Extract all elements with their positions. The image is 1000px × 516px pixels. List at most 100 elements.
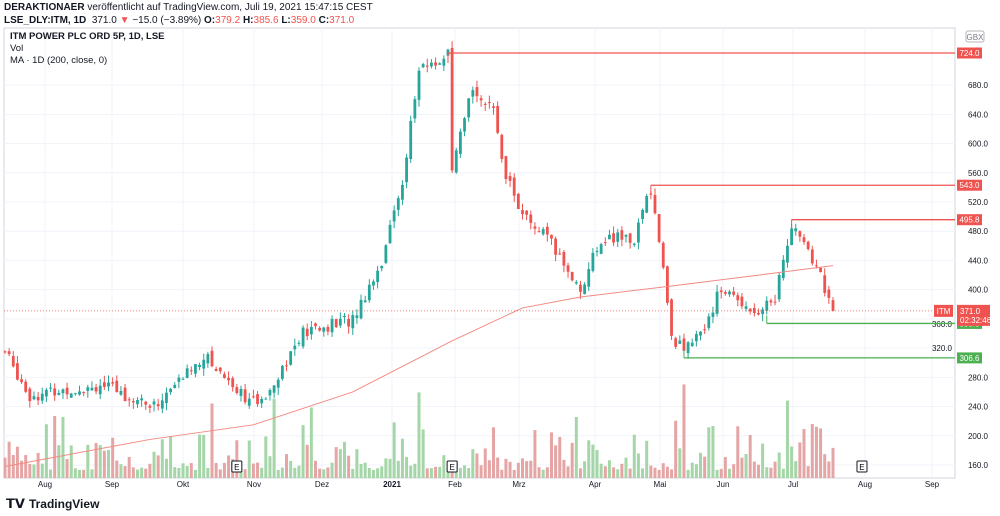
volume-bar — [549, 432, 553, 478]
level-label: 724.0 — [959, 49, 980, 58]
candle-body — [409, 120, 413, 160]
volume-bar — [773, 461, 777, 478]
volume-bar — [98, 445, 102, 478]
candle-body — [285, 365, 288, 367]
volume-bar — [649, 465, 653, 478]
candle-body — [752, 307, 756, 314]
candle-body — [541, 229, 545, 235]
candle-body — [98, 385, 102, 395]
volume-bar — [632, 434, 636, 478]
candle-body — [355, 315, 359, 318]
volume-bar — [334, 447, 338, 478]
x-tick-label: Sep — [925, 480, 940, 489]
volume-bar — [202, 434, 206, 478]
volume-bar — [446, 467, 450, 478]
candle-body — [641, 209, 644, 220]
volume-bar — [541, 469, 545, 478]
y-tick-label: 240.0 — [968, 403, 989, 412]
candle-body — [53, 388, 57, 396]
currency-label: GBX — [967, 33, 985, 42]
candle-body — [794, 228, 798, 232]
volume-bar — [102, 450, 106, 478]
candle-body — [297, 342, 301, 344]
volume-bar — [164, 458, 168, 478]
legend-vol[interactable]: Vol — [10, 43, 24, 54]
candle-body — [243, 389, 247, 403]
volume-bar — [533, 430, 537, 478]
volume-bar — [467, 468, 471, 478]
volume-bar — [707, 427, 711, 478]
volume-bar — [396, 460, 400, 478]
candle-body — [272, 385, 276, 393]
y-tick-label: 680.0 — [968, 81, 989, 90]
volume-bar — [434, 466, 438, 478]
volume-bar — [624, 457, 628, 478]
volume-bar — [471, 449, 475, 478]
candle-body — [173, 384, 177, 388]
volume-bar — [359, 463, 363, 478]
volume-bar — [574, 417, 578, 478]
volume-bar — [293, 467, 297, 478]
volume-bar — [719, 468, 723, 478]
candle-body — [599, 244, 603, 254]
candle-body — [223, 374, 226, 378]
candle-body — [728, 291, 731, 295]
candle-body — [579, 284, 582, 292]
volume-bar — [479, 465, 483, 478]
candle-body — [293, 345, 297, 350]
x-tick-label: Mai — [654, 480, 667, 489]
x-tick-label: Apr — [589, 480, 602, 489]
legend-ma[interactable]: MA · 1D (200, close, 0) — [10, 55, 108, 66]
volume-bar — [131, 467, 135, 478]
candle-body — [181, 378, 185, 380]
candle-body — [459, 131, 462, 154]
volume-bar — [798, 442, 802, 478]
candle-body — [483, 103, 487, 105]
volume-bar — [28, 463, 32, 478]
candle-body — [570, 271, 574, 281]
candle-body — [347, 318, 351, 327]
level-label: 306.6 — [959, 354, 980, 363]
tradingview-logo: 𝗧𝗩 TradingView — [6, 496, 100, 511]
volume-bar — [247, 440, 251, 478]
candle-body — [115, 380, 119, 393]
candle-body — [554, 238, 558, 255]
candle-body — [326, 326, 330, 332]
volume-bar — [140, 467, 144, 478]
volume-bar — [500, 469, 504, 478]
volume-bar — [135, 469, 139, 478]
candle-body — [694, 334, 698, 342]
candle-body — [608, 234, 611, 240]
volume-bar — [243, 469, 247, 478]
candle-body — [670, 299, 673, 336]
candle-body — [268, 390, 272, 396]
candle-body — [7, 351, 11, 355]
candle-body — [574, 282, 578, 284]
volume-bar — [256, 462, 260, 478]
volume-bar — [794, 461, 798, 478]
volume-bar — [347, 455, 351, 478]
candle-body — [583, 284, 586, 295]
volume-bar — [314, 460, 317, 478]
volume-bar — [814, 426, 818, 478]
candle-body — [165, 392, 168, 404]
volume-bar — [674, 420, 678, 478]
x-tick-label: Mrz — [512, 480, 525, 489]
candle-body — [227, 377, 230, 381]
level-label: 495.8 — [959, 216, 980, 225]
volume-bar — [218, 469, 222, 478]
volume-bar — [641, 468, 645, 478]
volume-bar — [516, 462, 520, 478]
candle-body — [256, 394, 259, 405]
volume-bar — [144, 468, 148, 478]
volume-bar — [810, 424, 814, 478]
volume-bar — [425, 468, 429, 478]
candle-body — [189, 370, 193, 372]
candle-body — [148, 405, 152, 408]
volume-bar — [251, 463, 255, 478]
earnings-marker — [856, 460, 868, 473]
candle-body — [421, 64, 425, 68]
candle-body — [537, 231, 541, 233]
volume-bar — [326, 467, 330, 478]
